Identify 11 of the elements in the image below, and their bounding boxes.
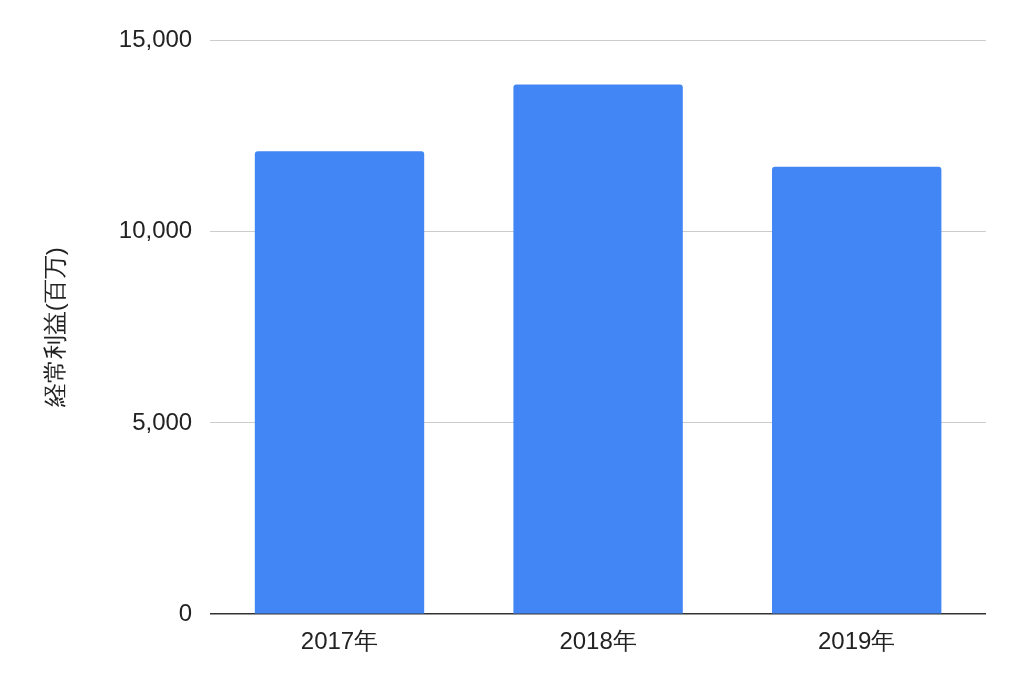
y-tick-label: 15,000 [118,25,193,53]
y-axis-title: 経常利益(百万) [41,247,69,409]
bar [254,151,425,614]
bar [513,84,683,614]
y-tick-label: 0 [178,598,193,626]
x-tick-label: 2018年 [559,627,637,655]
x-tick-label: 2019年 [818,627,896,655]
y-tick-label: 10,000 [118,216,193,244]
x-tick-label: 2017年 [300,627,379,655]
bar [772,166,942,614]
y-tick-label: 5,000 [132,407,193,435]
